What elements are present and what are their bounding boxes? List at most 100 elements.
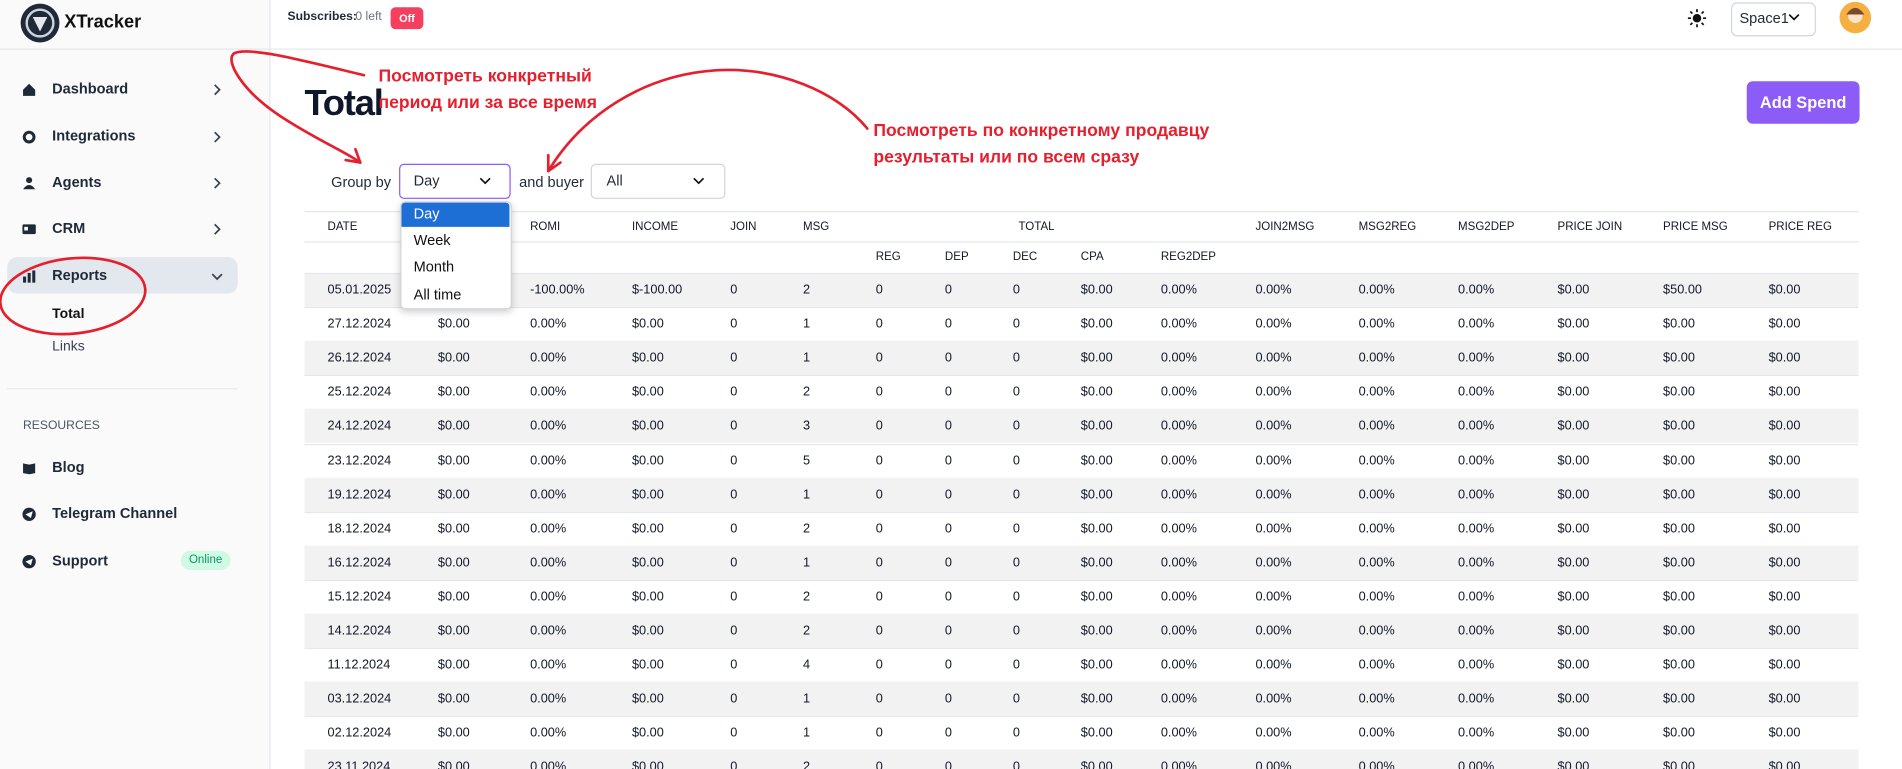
row-border — [304, 579, 1859, 581]
table-cell: $0.00 — [1768, 589, 1801, 605]
table-cell: 0 — [730, 589, 738, 605]
table-cell: 0.00% — [530, 487, 567, 502]
table-cell: 0 — [1012, 657, 1020, 673]
buyer-value: All — [606, 172, 623, 190]
dropdown-option[interactable]: Month — [413, 258, 455, 276]
table-cell: 0 — [875, 350, 883, 366]
table-cell: $0.00 — [631, 316, 664, 332]
table-border — [304, 241, 1859, 243]
column-subheader: REG2DEP — [1160, 250, 1216, 264]
table-cell: 0 — [1012, 487, 1020, 502]
table-cell: 0.00% — [1255, 555, 1292, 570]
table-cell: 0 — [875, 759, 883, 769]
table-cell: 11.12.2024 — [327, 657, 391, 673]
table-cell: 0 — [944, 453, 953, 468]
table-cell: $0.00 — [1557, 350, 1590, 366]
table-cell: $0.00 — [1663, 657, 1695, 673]
table-cell: 0.00% — [1160, 453, 1197, 468]
table-cell: 0.00% — [1255, 691, 1292, 707]
nav-icon — [22, 224, 36, 235]
table-cell: 0.00% — [1358, 555, 1395, 570]
table-cell: $0.00 — [1080, 453, 1113, 468]
chevron — [210, 175, 225, 197]
table-cell: 0 — [875, 691, 883, 707]
sidebar — [0, 0, 271, 769]
row-bg — [304, 545, 1859, 580]
dropdown-option[interactable]: All time — [413, 286, 462, 304]
subscribes-value: 0 left — [355, 10, 382, 24]
table-cell: 4 — [803, 657, 811, 673]
table-cell: $0.00 — [631, 691, 664, 707]
table-cell: 0.00% — [1160, 623, 1197, 639]
table-cell: 1 — [803, 691, 811, 707]
column-header: INCOME — [631, 220, 679, 234]
table-cell: $0.00 — [1557, 384, 1590, 400]
table-cell: 0 — [730, 487, 738, 502]
header-border — [0, 48, 1902, 50]
buyer-label: and buyer — [519, 173, 584, 191]
row-border — [304, 716, 1859, 718]
theme-toggle[interactable] — [1687, 8, 1707, 28]
table-cell: $0.00 — [437, 419, 470, 434]
table-cell: $0.00 — [1557, 555, 1590, 570]
table-cell: 0 — [875, 282, 883, 298]
table-cell: $50.00 — [1663, 282, 1703, 298]
row-bg — [304, 681, 1859, 717]
table-cell: 0 — [1012, 282, 1020, 298]
table-cell: 23.12.2024 — [327, 453, 392, 468]
table-cell: 0.00% — [1255, 350, 1292, 366]
chevron — [210, 129, 225, 151]
row-bg — [304, 613, 1859, 648]
table-cell: $0.00 — [1080, 419, 1113, 434]
chevron — [210, 268, 225, 290]
group-by-select[interactable] — [399, 163, 511, 199]
table-cell: 0 — [944, 555, 953, 570]
table-cell: $-100.00 — [631, 282, 683, 298]
table-cell: 0 — [875, 316, 883, 332]
table-cell: $0.00 — [1768, 453, 1801, 468]
table-cell: $0.00 — [1557, 487, 1590, 502]
table-cell: $0.00 — [1663, 725, 1695, 741]
dropdown-option[interactable]: Day — [413, 204, 440, 222]
nav-icon — [22, 460, 37, 482]
nav-item: Agents — [52, 173, 102, 191]
nav-icon — [22, 175, 37, 197]
resource-item: Blog — [52, 458, 85, 476]
table-cell: 0.00% — [530, 589, 567, 605]
nav-item: Integrations — [52, 127, 136, 145]
table-cell: 14.12.2024 — [327, 623, 392, 639]
dropdown-option[interactable]: Week — [413, 231, 451, 249]
nav-item: CRM — [52, 219, 86, 237]
off-badge[interactable]: Off — [390, 7, 424, 30]
table-cell: 0.00% — [530, 316, 567, 332]
brand: XTracker — [64, 11, 142, 33]
table-cell: 0.00% — [1358, 350, 1395, 366]
table-cell: $0.00 — [437, 657, 470, 673]
row-bg — [304, 409, 1859, 444]
table-cell: 0.00% — [1255, 487, 1292, 502]
table-cell: $0.00 — [437, 521, 470, 536]
nav-item: Dashboard — [52, 80, 129, 98]
table-cell: $0.00 — [1080, 623, 1113, 639]
table-cell: $0.00 — [437, 350, 470, 366]
table-cell: $0.00 — [1557, 589, 1590, 605]
table-cell: 0.00% — [1160, 691, 1197, 707]
table-cell: 0.00% — [1458, 691, 1495, 707]
table-cell: 0 — [1012, 623, 1020, 639]
table-cell: $0.00 — [1557, 521, 1590, 536]
table-cell: $0.00 — [1080, 555, 1113, 570]
add-spend-button[interactable]: Add Spend — [1746, 81, 1860, 124]
table-cell: 0 — [875, 623, 883, 639]
table-cell: $0.00 — [1768, 316, 1801, 332]
table-cell: $0.00 — [631, 589, 664, 605]
table-cell: 0 — [875, 384, 883, 400]
resource-item: Support — [52, 551, 108, 569]
table-cell: $0.00 — [1080, 589, 1113, 605]
nav-subitem: Links — [52, 339, 85, 355]
space-select[interactable] — [1730, 2, 1816, 37]
table-cell: 0.00% — [1255, 725, 1292, 741]
table-cell: 0.00% — [530, 759, 567, 769]
table-cell: 0.00% — [1358, 487, 1395, 502]
avatar[interactable] — [1839, 1, 1872, 34]
table-cell: 0.00% — [1458, 282, 1495, 298]
